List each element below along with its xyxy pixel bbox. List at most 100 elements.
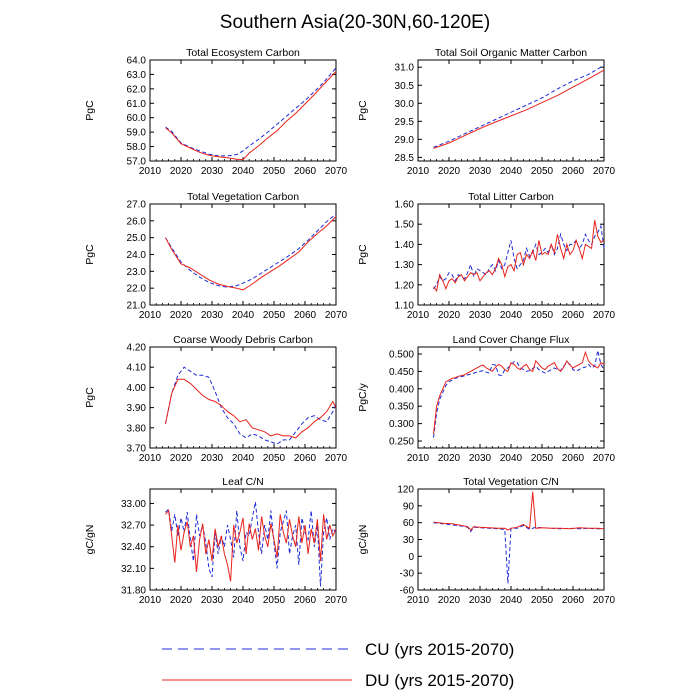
x-tick-label: 2050 [263,310,286,321]
y-tick-label: 31.80 [121,586,146,597]
x-tick-label: 2050 [531,310,554,321]
x-tick-label: 2060 [294,453,317,464]
x-tick-label: 2020 [170,310,193,321]
series-line-du [165,216,337,291]
y-tick-label: 32.40 [121,542,146,553]
x-tick-label: 2040 [232,310,255,321]
x-tick-label: 2050 [531,166,554,177]
y-tick-label: 57.0 [127,157,147,168]
y-tick-label: 29.0 [395,135,415,146]
x-tick-label: 2050 [531,595,554,606]
panel-title: Leaf C/N [222,476,263,488]
panel-7: Leaf C/N 2010 2020 2030 2040 2050 2060 2070 31.8… [84,476,348,606]
y-axis-label: gC/gN [357,525,369,555]
panel-title: Total Ecosystem Carbon [186,47,300,59]
y-tick-label: 30.0 [395,99,415,110]
y-axis-label: gC/gN [84,525,96,555]
series-line-du [433,491,605,531]
x-tick-label: 2060 [294,595,317,606]
y-axis-label: PgC [357,100,369,121]
y-tick-label: 60 [403,518,415,529]
y-tick-label: 0 [408,552,414,563]
series-line-du [433,350,605,435]
y-tick-label: 120 [397,485,414,496]
y-tick-label: 24.0 [127,250,147,261]
legend: CU (yrs 2015-2070) DU (yrs 2015-2070) [162,640,514,690]
y-tick-label: 33.00 [121,499,146,510]
y-tick-label: 1.30 [395,260,415,271]
y-tick-label: 3.90 [127,403,147,414]
x-tick-label: 2010 [139,595,162,606]
y-tick-label: 59.0 [127,128,147,139]
series-line-cu [165,67,337,157]
x-tick-label: 2030 [469,166,492,177]
panel-6: Land Cover Change Flux 2010 2020 2030 2040 20… [357,334,616,464]
x-tick-label: 2020 [438,310,461,321]
panel-title: Land Cover Change Flux [453,334,570,346]
panel-2: Total Soil Organic Matter Carbon 2010 2020… [357,47,616,177]
y-tick-label: 25.0 [127,233,147,244]
x-tick-label: 2020 [170,166,193,177]
x-tick-label: 2050 [263,595,286,606]
panel-1: Total Ecosystem Carbon 2010 2020 2030 2040 20… [84,47,348,177]
x-tick-label: 2010 [139,453,162,464]
y-tick-label: 0.400 [389,384,414,395]
y-tick-label: 0.450 [389,367,414,378]
y-tick-label: 1.60 [395,200,415,211]
y-tick-label: 1.40 [395,240,415,251]
y-axis-label: PgC/y [357,382,369,411]
y-tick-label: 32.70 [121,521,146,532]
x-tick-label: 2070 [325,453,348,464]
y-tick-label: 30 [403,535,415,546]
y-tick-label: 90 [403,501,415,512]
x-tick-label: 2020 [170,595,193,606]
x-tick-label: 2040 [500,310,523,321]
series-line-cu [433,350,605,438]
x-tick-label: 2030 [469,595,492,606]
y-tick-label: 4.00 [127,383,147,394]
y-tick-label: 26.0 [127,216,147,227]
x-tick-label: 2010 [407,595,430,606]
y-tick-label: 0.500 [389,349,414,360]
y-tick-label: -60 [400,586,415,597]
y-tick-label: 58.0 [127,142,147,153]
y-tick-label: 60.0 [127,113,147,124]
plot-frame [417,59,605,162]
y-tick-label: 3.70 [127,444,147,455]
x-tick-label: 2030 [469,453,492,464]
plot-frame [149,59,337,162]
x-tick-label: 2050 [531,453,554,464]
x-tick-label: 2060 [294,310,317,321]
y-axis-label: PgC [84,244,96,265]
plot-frame [417,488,605,591]
x-tick-label: 2060 [294,166,317,177]
y-tick-label: 22.0 [127,284,147,295]
y-tick-label: 32.10 [121,564,146,575]
x-tick-label: 2030 [201,453,224,464]
y-tick-label: 27.0 [127,200,147,211]
y-tick-label: 30.5 [395,81,415,92]
x-tick-label: 2070 [593,453,616,464]
x-tick-label: 2030 [201,310,224,321]
legend-label-du: DU (yrs 2015-2070) [365,671,514,690]
y-axis-label: PgC [84,100,96,121]
series-line-cu [165,213,337,288]
panel-3: Total Vegetation Carbon 2010 2020 2030 2040 2… [84,191,348,321]
y-tick-label: 3.80 [127,423,147,434]
panel-title: Total Vegetation C/N [463,476,559,488]
y-tick-label: 1.10 [395,301,415,312]
panel-title: Total Litter Carbon [468,191,554,203]
y-tick-label: 0.350 [389,402,414,413]
x-tick-label: 2010 [139,310,162,321]
y-tick-label: 0.250 [389,437,414,448]
y-tick-label: 28.5 [395,153,415,164]
y-tick-label: 1.20 [395,280,415,291]
x-tick-label: 2050 [263,166,286,177]
x-tick-label: 2030 [469,310,492,321]
x-tick-label: 2070 [593,166,616,177]
panel-title: Coarse Woody Debris Carbon [173,334,313,346]
x-tick-label: 2070 [325,166,348,177]
x-tick-label: 2010 [139,166,162,177]
x-tick-label: 2020 [438,166,461,177]
y-tick-label: 4.10 [127,363,147,374]
